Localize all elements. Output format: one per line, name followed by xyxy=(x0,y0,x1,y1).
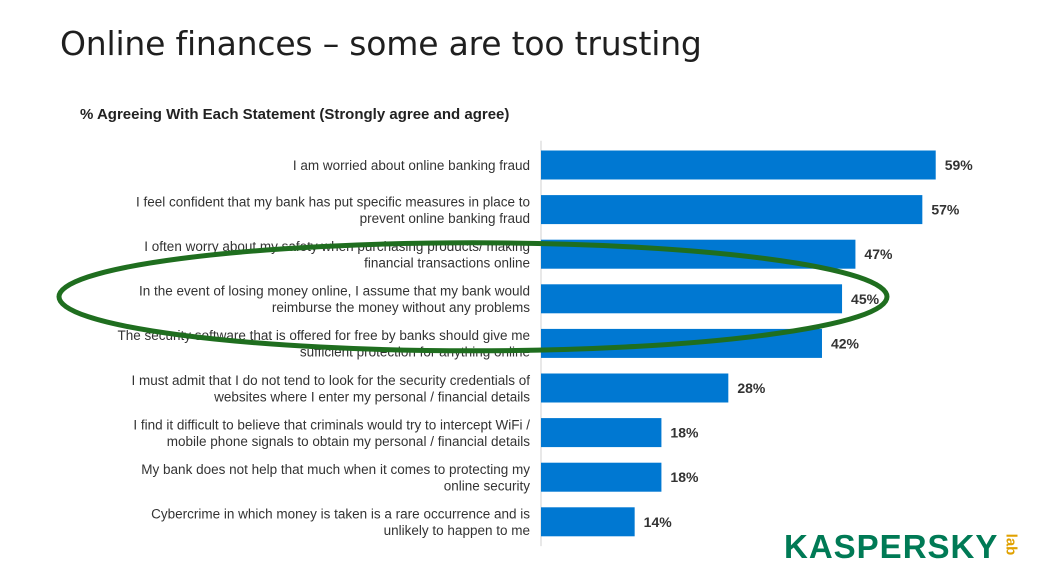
category-label: I must admit that I do not tend to look … xyxy=(132,373,531,388)
category-label: financial transactions online xyxy=(364,255,530,270)
category-label: websites where I enter my personal / fin… xyxy=(213,389,530,404)
bar-value-label: 14% xyxy=(644,514,673,530)
chart-subtitle: % Agreeing With Each Statement (Strongly… xyxy=(80,106,510,123)
logo-lab-mark: lab xyxy=(1002,533,1020,555)
category-label: I find it difficult to believe that crim… xyxy=(133,417,530,432)
category-label: mobile phone signals to obtain my person… xyxy=(167,434,530,449)
logo-wordmark: KASPERSKY xyxy=(784,527,999,565)
kaspersky-logo: KASPERSKY lab xyxy=(784,526,1022,566)
category-label: unlikely to happen to me xyxy=(384,523,530,538)
category-label: I am worried about online banking fraud xyxy=(293,158,530,173)
bar-value-label: 18% xyxy=(670,425,699,441)
bar xyxy=(541,373,729,403)
bar xyxy=(541,284,843,314)
bar xyxy=(541,150,936,180)
bar-value-label: 28% xyxy=(737,380,766,396)
category-label: reimburse the money without any problems xyxy=(272,300,530,315)
highlight-ellipse xyxy=(56,240,890,354)
category-label: My bank does not help that much when it … xyxy=(141,462,530,477)
category-label: Cybercrime in which money is taken is a … xyxy=(151,507,530,522)
category-label: I feel confident that my bank has put sp… xyxy=(136,194,530,209)
bar-value-label: 18% xyxy=(670,469,699,485)
bar-value-label: 57% xyxy=(931,202,960,218)
bar xyxy=(541,462,662,492)
category-label: online security xyxy=(444,478,531,493)
bar xyxy=(541,418,662,448)
bar-value-label: 42% xyxy=(831,335,860,351)
bar-value-label: 59% xyxy=(945,157,974,173)
bar xyxy=(541,195,923,225)
category-label: In the event of losing money online, I a… xyxy=(139,284,530,299)
slide-title: Online finances – some are too trusting xyxy=(60,24,702,63)
category-label: prevent online banking fraud xyxy=(360,211,530,226)
bar-value-label: 45% xyxy=(851,291,880,307)
bar-value-label: 47% xyxy=(864,246,893,262)
bar xyxy=(541,507,635,537)
